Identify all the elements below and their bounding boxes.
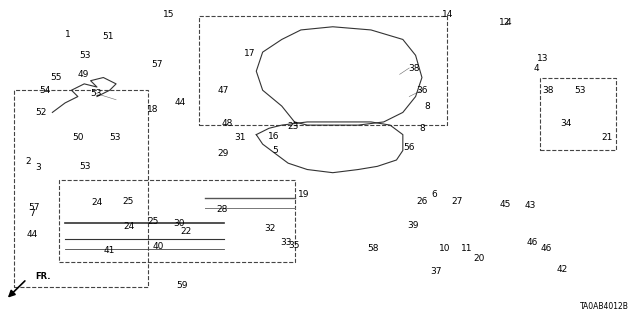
Text: 31: 31 xyxy=(234,133,246,142)
Text: 37: 37 xyxy=(430,267,442,276)
Text: 29: 29 xyxy=(218,149,229,158)
Text: 53: 53 xyxy=(574,86,586,95)
Text: 55: 55 xyxy=(50,73,61,82)
Text: 53: 53 xyxy=(80,162,92,171)
Text: 57: 57 xyxy=(29,203,40,212)
Text: 23: 23 xyxy=(287,122,298,131)
Text: 15: 15 xyxy=(163,10,174,19)
Text: 52: 52 xyxy=(35,108,47,117)
Text: 33: 33 xyxy=(280,238,291,247)
Text: 6: 6 xyxy=(432,190,438,199)
Text: 25: 25 xyxy=(122,197,133,206)
Text: TA0AB4012B: TA0AB4012B xyxy=(580,302,629,311)
Text: 40: 40 xyxy=(152,242,164,251)
Text: 54: 54 xyxy=(39,86,51,95)
Text: 22: 22 xyxy=(180,227,192,236)
Text: 25: 25 xyxy=(147,217,159,226)
Text: 35: 35 xyxy=(289,241,300,250)
Text: 41: 41 xyxy=(104,246,115,255)
Text: 51: 51 xyxy=(102,32,114,41)
Text: 2: 2 xyxy=(26,157,31,166)
Text: 53: 53 xyxy=(80,51,92,60)
Text: 10: 10 xyxy=(438,244,450,253)
Text: 30: 30 xyxy=(173,219,184,228)
Text: 26: 26 xyxy=(416,197,428,206)
Text: 13: 13 xyxy=(537,54,548,63)
Text: 45: 45 xyxy=(499,200,511,209)
Text: 18: 18 xyxy=(147,105,159,114)
Text: 27: 27 xyxy=(451,197,463,206)
Text: 1: 1 xyxy=(65,30,71,39)
Text: 36: 36 xyxy=(416,86,428,95)
Text: 4: 4 xyxy=(505,18,511,27)
Text: 53: 53 xyxy=(90,89,102,98)
Text: 56: 56 xyxy=(403,143,415,152)
Text: 44: 44 xyxy=(26,230,38,239)
Text: 48: 48 xyxy=(222,119,234,128)
Text: 42: 42 xyxy=(557,265,568,274)
Text: 3: 3 xyxy=(35,164,41,172)
Text: 44: 44 xyxy=(174,99,186,108)
Text: 16: 16 xyxy=(268,132,280,141)
Text: FR.: FR. xyxy=(35,272,51,281)
Text: 24: 24 xyxy=(92,198,102,207)
Text: 14: 14 xyxy=(442,10,453,19)
Text: 11: 11 xyxy=(461,244,472,253)
Text: 34: 34 xyxy=(560,119,572,128)
Text: 38: 38 xyxy=(408,63,420,73)
Text: 20: 20 xyxy=(474,254,485,263)
Text: 8: 8 xyxy=(419,124,425,133)
Text: 50: 50 xyxy=(72,133,84,142)
Text: 57: 57 xyxy=(152,60,163,69)
Text: 53: 53 xyxy=(109,133,120,142)
Text: 49: 49 xyxy=(77,70,89,79)
Text: 28: 28 xyxy=(216,205,228,214)
Text: 8: 8 xyxy=(424,101,430,111)
Text: 7: 7 xyxy=(29,209,35,219)
Text: 24: 24 xyxy=(124,222,134,231)
Text: 38: 38 xyxy=(542,86,554,95)
Text: 39: 39 xyxy=(407,220,419,229)
Text: 19: 19 xyxy=(298,190,309,199)
Text: 17: 17 xyxy=(244,49,255,58)
Text: 58: 58 xyxy=(367,244,379,253)
Text: 4: 4 xyxy=(534,63,540,73)
Text: 46: 46 xyxy=(527,238,538,247)
Text: 21: 21 xyxy=(601,133,612,142)
Text: 32: 32 xyxy=(264,224,276,233)
Text: 59: 59 xyxy=(177,281,188,291)
Text: 5: 5 xyxy=(273,146,278,155)
Text: 47: 47 xyxy=(218,86,229,95)
Text: 46: 46 xyxy=(541,244,552,253)
Text: 12: 12 xyxy=(499,18,511,27)
Text: 43: 43 xyxy=(525,202,536,211)
